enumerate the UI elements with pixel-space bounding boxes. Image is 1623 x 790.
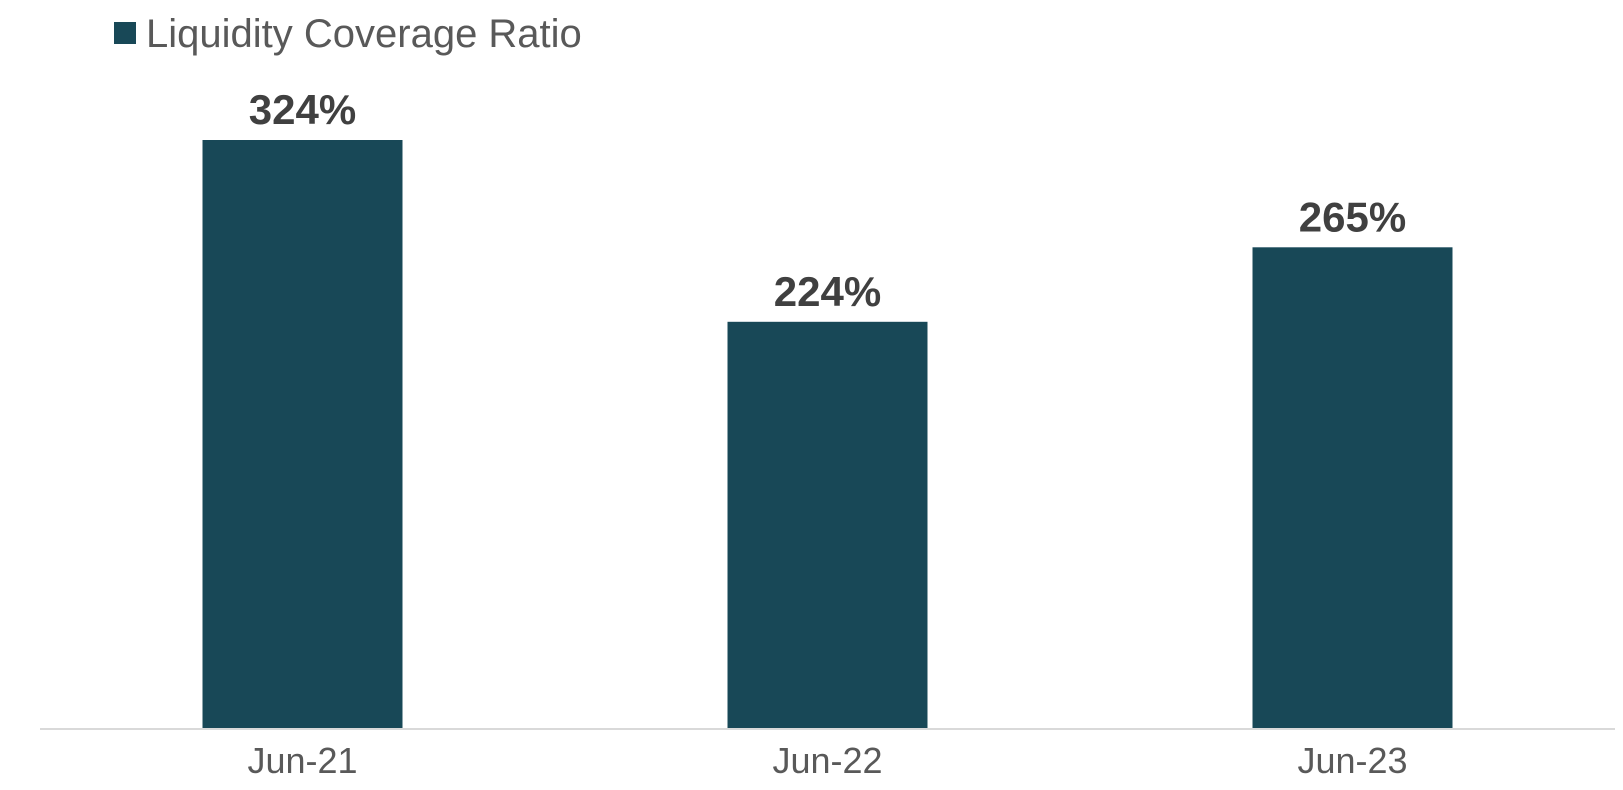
legend-swatch	[114, 22, 136, 44]
bar-jun-23	[1252, 247, 1453, 730]
data-labels: 324% 224% 265%	[249, 86, 1406, 315]
x-tick-jun-21: Jun-21	[247, 740, 357, 781]
data-label-jun-23: 265%	[1299, 193, 1406, 240]
bar-jun-22	[727, 321, 928, 729]
bar-jun-21	[202, 140, 403, 729]
data-label-jun-22: 224%	[774, 268, 881, 315]
x-tick-jun-23: Jun-23	[1297, 740, 1407, 781]
legend: Liquidity Coverage Ratio	[114, 12, 582, 56]
x-axis-ticks: Jun-21 Jun-22 Jun-23	[247, 740, 1407, 781]
bars	[202, 140, 1453, 730]
data-label-jun-21: 324%	[249, 86, 356, 133]
x-tick-jun-22: Jun-22	[772, 740, 882, 781]
legend-label: Liquidity Coverage Ratio	[146, 12, 582, 56]
